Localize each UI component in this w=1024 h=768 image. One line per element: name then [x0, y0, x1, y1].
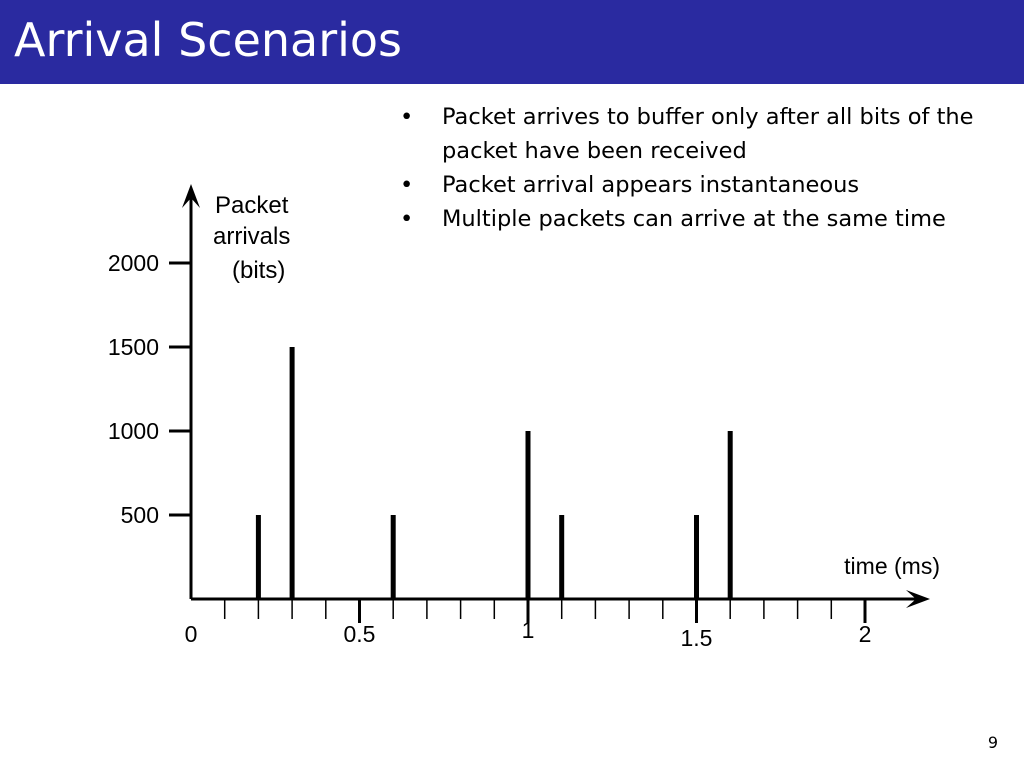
- y-tick-label: 2000: [108, 250, 159, 276]
- chart-axes: [169, 184, 930, 623]
- y-axis-label-line: arrivals: [213, 223, 290, 250]
- y-tick-label: 1000: [108, 418, 159, 444]
- x-tick-label: 0.5: [344, 621, 376, 647]
- chart-labels: 500 1000 1500 2000 0 0.5 1 1.5 2 time (ms) Packet a…: [108, 192, 940, 651]
- bullet-dot: •: [400, 104, 414, 130]
- arrival-bar: [727, 431, 733, 599]
- y-axis-label-line: Packet: [215, 192, 289, 219]
- x-tick-label: 2: [859, 621, 872, 647]
- bullet-item: • Multiple packets can arrive at the sam…: [400, 202, 1010, 236]
- bullet-item: • Packet arrives to buffer only after al…: [400, 100, 1010, 168]
- x-tick-label: 1: [522, 617, 535, 643]
- y-axis-label-line: (bits): [232, 257, 285, 284]
- bullet-text: Packet arrival appears instantaneous: [442, 172, 860, 198]
- arrival-bar: [289, 347, 295, 599]
- bullet-item: • Packet arrival appears instantaneous: [400, 168, 1010, 202]
- arrival-bar: [390, 515, 396, 599]
- chart-bars: [255, 347, 733, 599]
- arrival-bar: [694, 515, 699, 599]
- x-tick-label: 0: [185, 621, 198, 647]
- x-tick-label: 1.5: [681, 625, 713, 651]
- bullet-text: Packet arrives to buffer only after all …: [442, 104, 974, 164]
- title-bar: Arrival Scenarios: [0, 0, 1024, 84]
- x-axis-arrowhead: [906, 590, 930, 608]
- bullet-list: • Packet arrives to buffer only after al…: [400, 100, 1010, 236]
- y-tick-label: 1500: [108, 334, 159, 360]
- bullet-text: Multiple packets can arrive at the same …: [442, 206, 946, 232]
- x-axis-label: time (ms): [844, 553, 940, 579]
- bullet-dot: •: [400, 172, 414, 198]
- slide-title: Arrival Scenarios: [14, 13, 403, 67]
- bullet-dot: •: [400, 206, 414, 232]
- arrival-bar: [255, 515, 261, 599]
- arrival-bar: [559, 515, 565, 599]
- y-axis-arrowhead: [182, 184, 200, 208]
- page-number: 9: [987, 733, 998, 752]
- y-tick-label: 500: [121, 502, 159, 528]
- arrival-bar: [525, 431, 531, 599]
